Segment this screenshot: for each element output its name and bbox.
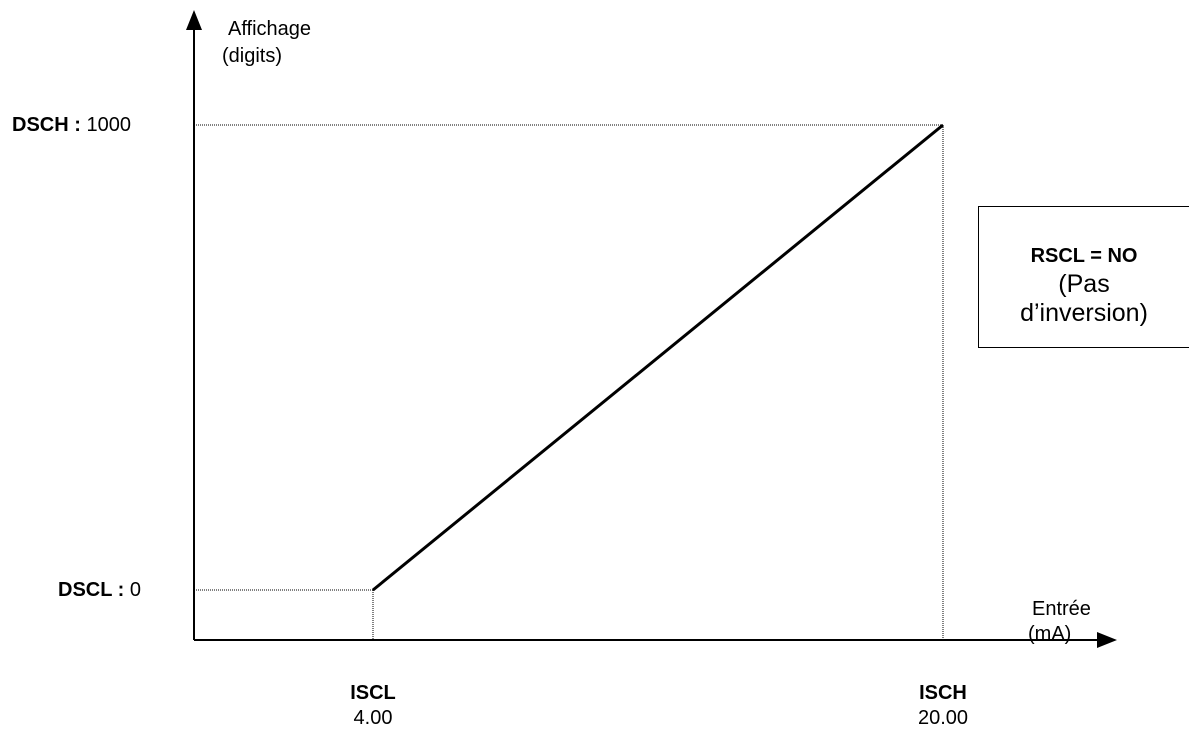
isch-name: ISCH: [919, 682, 967, 704]
x-axis-arrow: [1097, 632, 1117, 648]
iscl-value: 4.00: [353, 707, 393, 729]
iscl-name: ISCL: [350, 682, 396, 704]
dscl-label: DSCL : 0: [58, 579, 141, 601]
rscl-note-title: RSCL = NO: [1030, 245, 1138, 267]
x-axis-label-line1: Entrée: [1032, 598, 1091, 620]
dsch-value: 1000: [86, 114, 131, 136]
rscl-note-text-line2: d’inversion): [1020, 299, 1148, 327]
dscl-name: DSCL: [58, 579, 113, 601]
dsch-sep: :: [68, 114, 81, 136]
rscl-note-text: (Pas d’inversion): [979, 270, 1189, 328]
rscl-note-box: RSCL = NO (Pas d’inversion): [978, 206, 1189, 348]
transfer-line: [372, 123, 944, 592]
y-axis-label-line2: (digits): [222, 45, 283, 67]
dscl-sep: :: [112, 579, 125, 601]
y-axis-arrow: [186, 10, 202, 30]
dsch-label: DSCH : 1000: [12, 114, 131, 136]
dscl-value: 0: [129, 579, 141, 601]
dsch-name: DSCH: [12, 114, 69, 136]
isch-value: 20.00: [917, 707, 969, 729]
x-axis-label-line2: (mA): [1028, 623, 1072, 645]
rscl-note-text-line1: (Pas: [1058, 270, 1110, 298]
y-axis-label-line1: Affichage: [228, 18, 312, 40]
